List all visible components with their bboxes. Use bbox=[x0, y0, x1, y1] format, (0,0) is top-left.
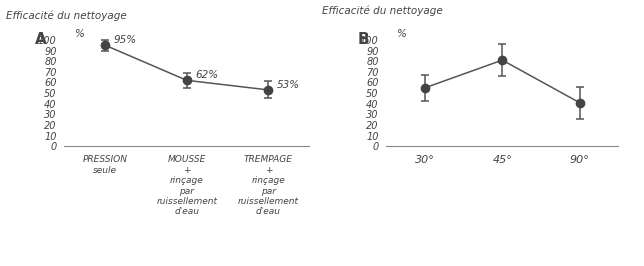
Text: %: % bbox=[74, 29, 84, 39]
Text: 53%: 53% bbox=[276, 80, 299, 90]
Text: %: % bbox=[396, 29, 406, 39]
Text: Efficacité du nettoyage: Efficacité du nettoyage bbox=[6, 11, 127, 21]
Text: 62%: 62% bbox=[195, 70, 218, 80]
Text: A: A bbox=[35, 32, 47, 47]
Text: B: B bbox=[357, 32, 369, 47]
Text: Efficacité du nettoyage: Efficacité du nettoyage bbox=[322, 5, 443, 16]
Text: 95%: 95% bbox=[113, 35, 137, 45]
